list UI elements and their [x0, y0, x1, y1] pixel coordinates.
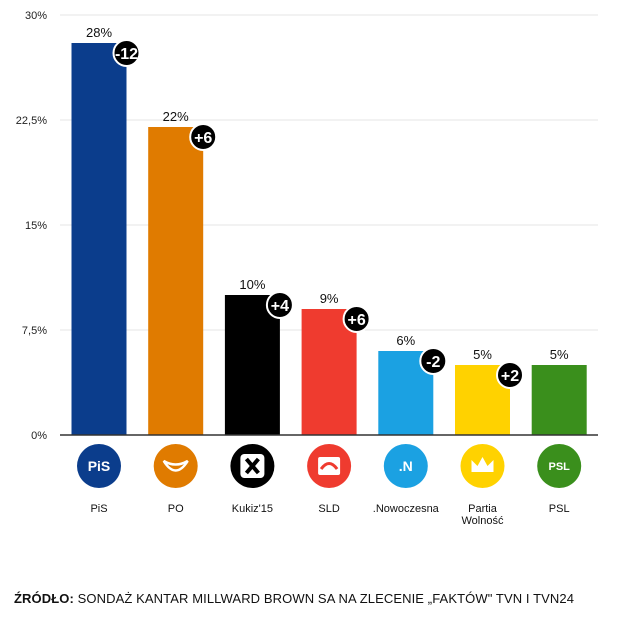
change-badge	[342, 305, 371, 333]
y-tick-label: 15%	[25, 220, 47, 232]
source-note: ŹRÓDŁO: SONDAŻ KANTAR MILLWARD BROWN SA …	[14, 591, 574, 606]
change-label: +6	[347, 312, 365, 329]
change-label: -12	[115, 46, 138, 63]
value-label: 28%	[86, 25, 112, 40]
bar	[224, 295, 280, 435]
y-tick-label: 22,5%	[16, 115, 47, 127]
bar-chart: 0% 7,5% 15% 22,5% 30% 28%-12 22% +6 10% +4 9% +6 6%-…	[16, 10, 598, 527]
kukiz-x-icon	[244, 457, 260, 475]
source-label: ŹRÓDŁO:	[14, 591, 74, 606]
change-label: +6	[194, 130, 212, 147]
sld-swoosh-icon	[319, 462, 339, 470]
y-tick-label: 0%	[31, 430, 47, 442]
crown-icon	[471, 457, 494, 472]
change-badge	[112, 39, 141, 67]
category-label: SLD	[318, 503, 339, 515]
party-logo	[77, 444, 121, 488]
value-label: 10%	[239, 277, 265, 292]
value-label: 5%	[473, 347, 492, 362]
party-logo	[383, 444, 428, 488]
change-label: -2	[426, 354, 440, 371]
category-label: PSL	[549, 503, 570, 515]
party-logo	[153, 444, 198, 488]
change-label: +4	[271, 298, 289, 315]
category-label: Wolność	[462, 515, 504, 527]
change-label: +2	[501, 368, 519, 385]
category-label: PiS	[90, 503, 107, 515]
y-tick-label: 30%	[25, 10, 47, 22]
sld-logo-icon	[318, 457, 341, 475]
source-text: SONDAŻ KANTAR MILLWARD BROWN SA NA ZLECE…	[73, 591, 575, 606]
value-label: 5%	[550, 347, 569, 362]
change-badge	[265, 291, 294, 319]
bar	[71, 43, 127, 435]
logo-text: PSL	[548, 461, 570, 473]
value-label: 6%	[396, 333, 415, 348]
logo-text: PiS	[88, 458, 111, 474]
party-logo	[537, 444, 582, 488]
category-label: Partia	[468, 503, 498, 515]
value-label: 9%	[320, 291, 339, 306]
logo-text: .N	[399, 458, 413, 474]
bar	[148, 127, 204, 435]
category-label: Kukiz'15	[232, 503, 273, 515]
category-label: PO	[168, 503, 184, 515]
bar	[531, 365, 587, 435]
change-badge	[419, 347, 448, 375]
change-badge	[189, 123, 218, 151]
change-badge	[496, 361, 524, 389]
value-label: 22%	[163, 109, 189, 124]
y-tick-label: 7,5%	[22, 325, 47, 337]
bar	[301, 309, 357, 435]
category-label: .Nowoczesna	[373, 503, 440, 515]
po-logo-icon	[162, 459, 189, 472]
